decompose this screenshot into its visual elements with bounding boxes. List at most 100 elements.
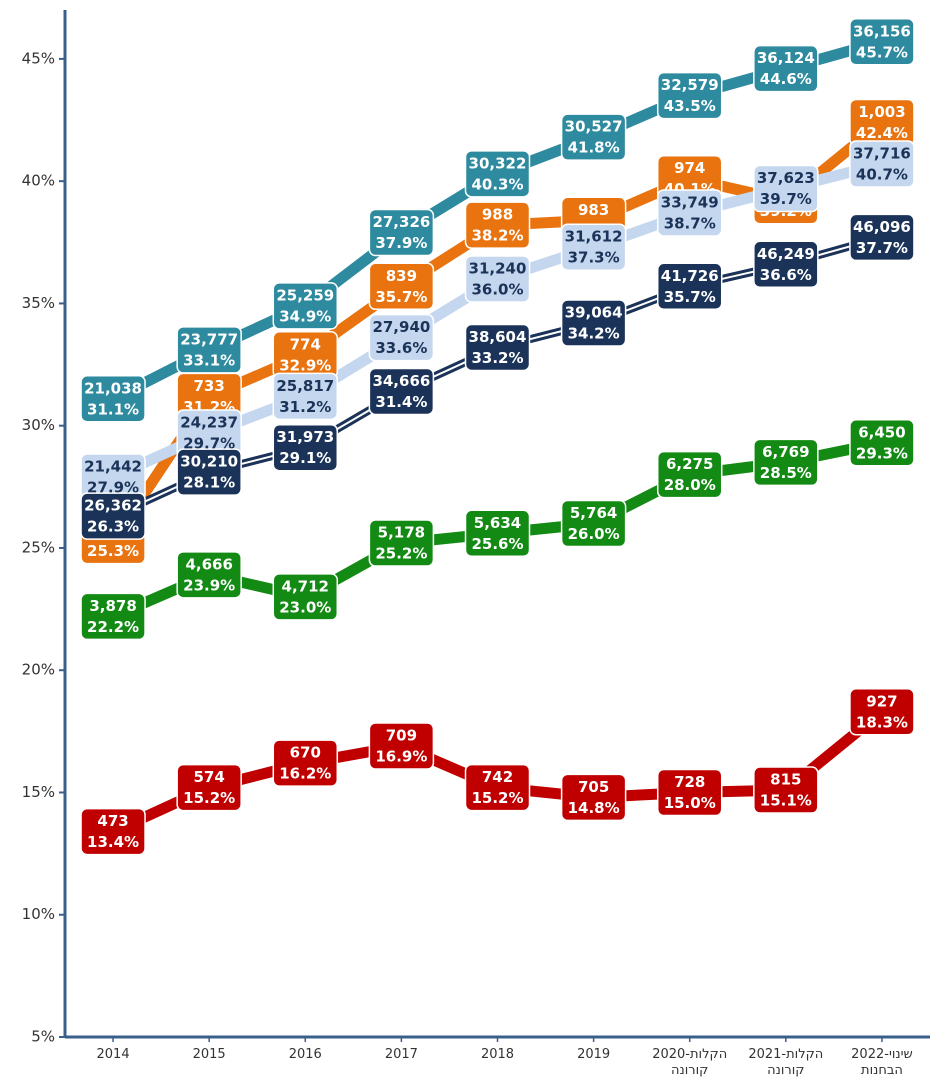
label-box	[753, 240, 819, 289]
count-label: 473	[97, 812, 128, 830]
data-label: 32,579 43.5%	[656, 71, 723, 120]
label-box	[80, 492, 146, 540]
x-tick-label: 2017	[384, 1047, 418, 1062]
y-tick-label: 10%	[22, 905, 55, 923]
data-label: 4,712 23.0%	[272, 573, 339, 621]
count-label: 32,579	[661, 76, 719, 94]
data-label: 927 18.3%	[849, 688, 915, 736]
count-label: 574	[194, 768, 225, 786]
data-label: 6,275 28.0%	[656, 450, 723, 499]
data-label: 574 15.2%	[176, 763, 242, 812]
count-label: 31,973	[276, 428, 334, 446]
y-tick-label: 15%	[22, 783, 55, 801]
count-label: 30,527	[565, 118, 623, 136]
count-label: 46,249	[757, 245, 815, 263]
count-label: 670	[290, 744, 321, 762]
value-label: 29.3%	[856, 444, 908, 462]
x-tick-label: 2021-הקלות קורונה	[748, 1047, 824, 1078]
x-tick-label: 2016	[288, 1047, 322, 1062]
data-label: 23,777 33.1%	[176, 326, 242, 374]
label-box	[176, 448, 242, 496]
count-label: 705	[578, 778, 609, 796]
count-label: 839	[386, 267, 417, 285]
value-label: 15.2%	[471, 789, 523, 807]
count-label: 34,666	[372, 372, 430, 390]
y-tick-label: 25%	[22, 538, 55, 556]
label-box	[560, 113, 627, 161]
value-label: 37.3%	[568, 249, 620, 267]
data-label: 24,237 29.7%	[176, 409, 242, 457]
label-box	[560, 299, 627, 347]
x-tick-label: 2018	[480, 1047, 515, 1062]
data-label: 30,527 41.8%	[560, 113, 627, 161]
count-label: 983	[578, 201, 609, 219]
count-label: 742	[482, 768, 513, 786]
label-box	[464, 150, 531, 198]
count-label: 36,124	[757, 49, 815, 67]
value-label: 31.4%	[375, 393, 427, 411]
label-box	[849, 18, 915, 66]
value-label: 40.3%	[471, 175, 523, 193]
data-label: 38,604 33.2%	[464, 323, 531, 372]
label-box	[368, 313, 435, 362]
value-label: 23.9%	[183, 576, 235, 594]
label-box	[464, 763, 531, 812]
data-label: 31,612 37.3%	[560, 223, 627, 271]
y-tick-label: 20%	[22, 661, 55, 679]
value-label: 38.2%	[471, 227, 523, 245]
x-tick-label: 2022-שינוי הבחנות	[851, 1047, 913, 1078]
count-label: 3,878	[89, 597, 136, 615]
label-box	[464, 255, 531, 303]
data-label: 839 35.7%	[368, 262, 435, 311]
label-box	[560, 773, 627, 822]
label-box	[849, 688, 915, 736]
value-label: 33.1%	[183, 351, 235, 369]
data-label: 41,726 35.7%	[656, 262, 723, 311]
value-label: 18.3%	[856, 713, 908, 731]
count-label: 27,326	[372, 213, 430, 231]
count-label: 46,096	[853, 218, 911, 236]
count-label: 5,634	[474, 514, 521, 532]
count-label: 26,362	[84, 497, 142, 515]
label-box	[272, 739, 339, 787]
value-label: 32.9%	[279, 356, 331, 374]
data-label: 46,249 36.6%	[753, 240, 819, 289]
y-tick-label: 45%	[22, 49, 55, 67]
x-tick-label: 2019	[577, 1047, 611, 1062]
count-label: 23,777	[180, 330, 238, 348]
label-box	[753, 438, 819, 487]
label-box	[849, 419, 915, 467]
data-label: 39,064 34.2%	[560, 299, 627, 347]
x-tick-label: 2015	[192, 1047, 226, 1062]
data-label: 46,096 37.7%	[849, 213, 915, 262]
data-label: 4,666 23.9%	[176, 551, 242, 599]
label-box	[464, 201, 531, 249]
value-label: 15.1%	[760, 792, 812, 810]
data-label: 988 38.2%	[464, 201, 531, 249]
label-box	[849, 213, 915, 262]
data-label: 37,716 40.7%	[849, 140, 915, 188]
data-label: 1,003 42.4%	[849, 98, 915, 147]
value-label: 28.5%	[760, 464, 812, 482]
data-label: 31,973 29.1%	[272, 423, 339, 472]
value-label: 44.6%	[760, 70, 812, 88]
value-label: 15.0%	[664, 794, 716, 812]
value-label: 29.7%	[183, 435, 235, 453]
label-box	[272, 423, 339, 472]
value-label: 40.7%	[856, 166, 908, 184]
count-label: 24,237	[180, 414, 238, 432]
data-label: 705 14.8%	[560, 773, 627, 822]
count-label: 30,210	[180, 453, 238, 471]
value-label: 36.6%	[760, 266, 812, 284]
count-label: 21,038	[84, 379, 142, 397]
label-box	[368, 367, 435, 416]
count-label: 27,940	[372, 318, 430, 336]
value-label: 37.9%	[375, 234, 427, 252]
value-label: 27.9%	[87, 479, 139, 497]
data-label: 709 16.9%	[368, 722, 435, 770]
count-label: 5,764	[570, 504, 617, 522]
data-label: 728 15.0%	[656, 768, 723, 817]
label-box	[849, 140, 915, 188]
